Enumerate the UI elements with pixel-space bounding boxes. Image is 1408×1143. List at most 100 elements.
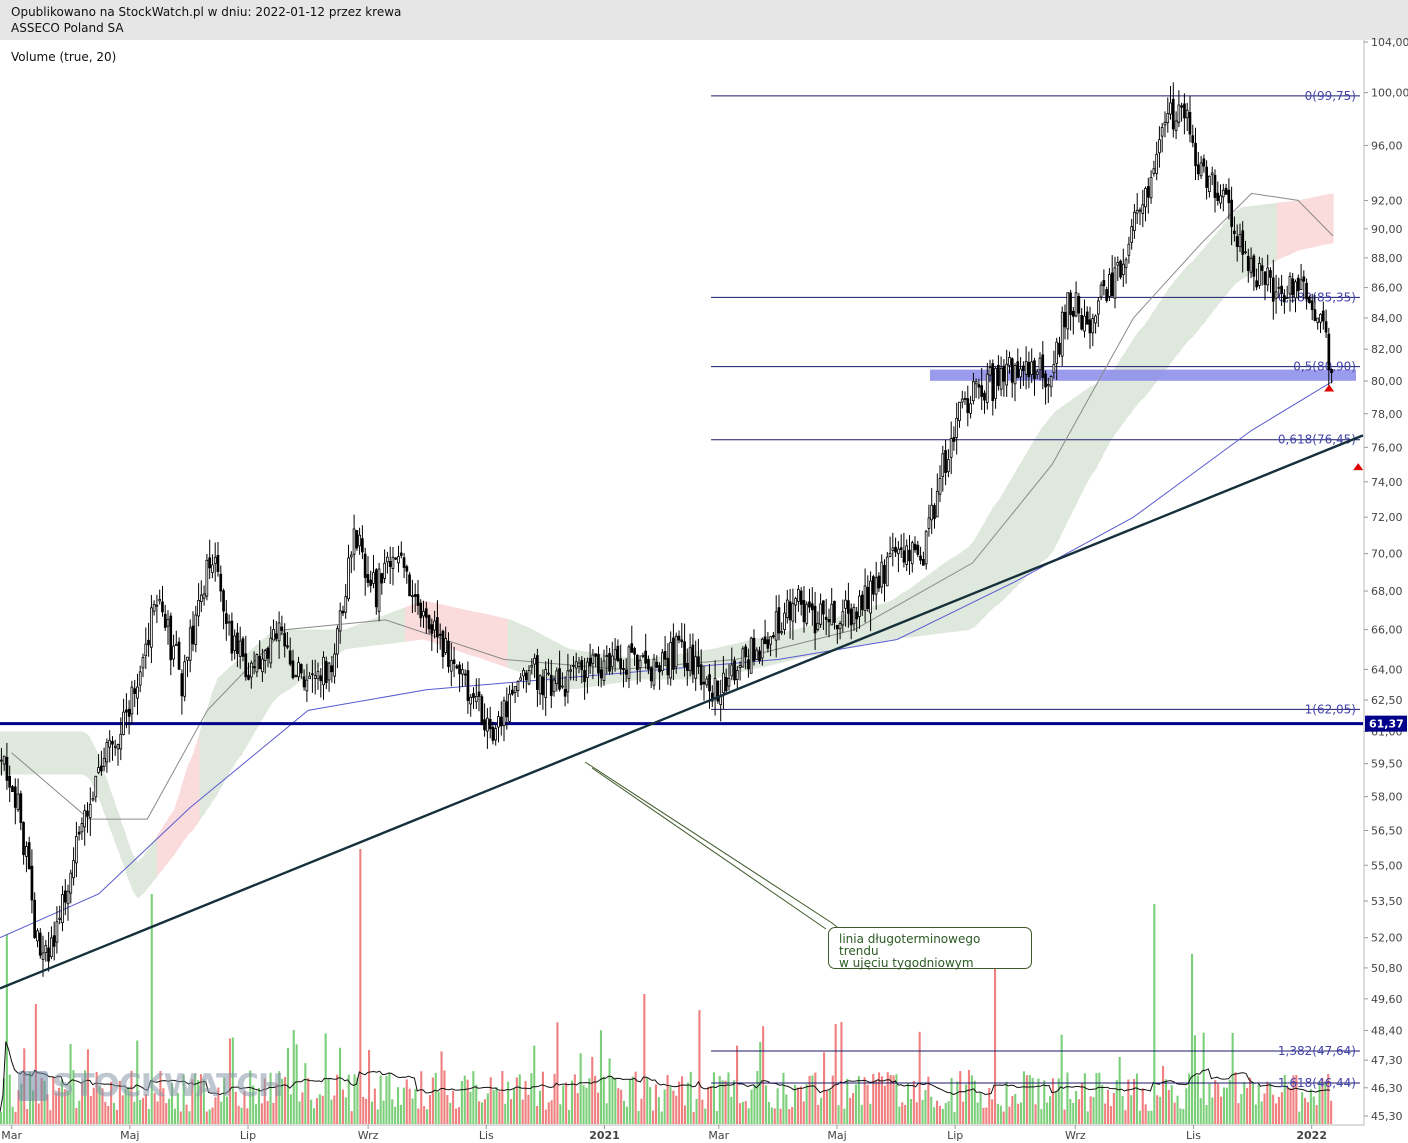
candle-body: [994, 367, 997, 399]
candle: [158, 589, 161, 605]
candle-body: [1027, 361, 1031, 378]
candle: [360, 525, 364, 560]
candle: [177, 637, 181, 671]
volume-bar: [440, 1051, 443, 1124]
fibonacci-label: 0,382(85,35): [1278, 290, 1356, 304]
candle-body: [1246, 255, 1250, 271]
candle: [1163, 111, 1167, 138]
volume-bar: [747, 1108, 750, 1124]
volume-bar: [544, 1109, 547, 1124]
candle-body: [152, 604, 156, 612]
candle-body: [955, 417, 959, 438]
candle-body: [1085, 311, 1089, 325]
volume-bar: [1286, 1087, 1289, 1124]
candle: [636, 654, 639, 685]
cloud-segment: [1108, 368, 1115, 445]
candle-body: [485, 717, 489, 732]
candle-body: [510, 689, 514, 695]
cloud-segment: [507, 618, 515, 670]
candle: [1063, 304, 1067, 340]
candle-body: [1160, 127, 1164, 137]
candle-body: [749, 637, 753, 674]
volume-bar: [936, 1100, 939, 1124]
volume-bar: [428, 1095, 431, 1124]
fibonacci-label: 1(62,05): [1305, 702, 1356, 716]
candle-body: [294, 675, 298, 678]
markers: [1324, 384, 1364, 471]
candle-body: [505, 701, 509, 718]
candle: [211, 554, 214, 579]
candle-body: [1283, 295, 1286, 303]
volume-bar: [255, 1104, 258, 1124]
candle-body: [738, 665, 742, 668]
candle-body: [1113, 267, 1117, 299]
volume-bar: [1040, 1109, 1043, 1124]
volume-bar: [817, 1104, 820, 1124]
candle: [474, 678, 478, 710]
volume-bar: [698, 1010, 701, 1124]
candle-body: [544, 669, 548, 698]
candle: [935, 473, 939, 518]
candle-body: [1108, 274, 1111, 297]
cloud-segment: [1325, 193, 1334, 245]
candle: [449, 642, 453, 687]
volume-bar: [1167, 1089, 1170, 1124]
candle: [113, 739, 117, 756]
candle: [1060, 306, 1064, 366]
candle-body: [0, 759, 3, 762]
volume-bar: [1098, 1072, 1101, 1124]
candle-body: [75, 836, 78, 864]
volume-bar: [1060, 1034, 1063, 1124]
candle-body: [747, 659, 750, 670]
candle-body: [113, 745, 117, 748]
volume-bar: [31, 1090, 34, 1124]
candle: [1005, 349, 1009, 397]
candle-body: [416, 594, 420, 606]
candle: [505, 687, 509, 730]
candle: [513, 686, 517, 703]
y-tick-label: 80,00: [1371, 375, 1403, 388]
candle-body: [949, 438, 953, 458]
candle: [833, 600, 836, 630]
volume-bar: [150, 894, 153, 1124]
volume-bar: [298, 1101, 301, 1124]
candle-body: [341, 610, 345, 614]
cloud-segment: [242, 652, 249, 754]
candle: [27, 836, 31, 870]
candle-body: [899, 547, 903, 551]
candle: [1094, 314, 1097, 334]
candle-body: [688, 647, 692, 672]
candle: [749, 636, 753, 674]
volume-bar: [634, 1071, 637, 1124]
volume-bar: [553, 1073, 556, 1124]
cloud-segment: [344, 627, 352, 650]
candle: [394, 557, 398, 561]
volume-bar: [344, 1097, 347, 1124]
candle: [172, 634, 175, 667]
volume-bar: [1188, 1073, 1191, 1124]
candle: [458, 661, 461, 692]
volume-bar: [124, 1088, 127, 1124]
volume-bar: [657, 1097, 660, 1124]
volume-bar: [1118, 1056, 1121, 1124]
cloud-segment: [883, 601, 890, 642]
candle: [880, 554, 884, 594]
candle: [338, 602, 342, 644]
candle-body: [810, 603, 814, 611]
candle-body: [1127, 243, 1131, 256]
candle-body: [897, 548, 900, 555]
candle: [1252, 253, 1256, 291]
candle-body: [699, 664, 703, 686]
candle-body: [219, 573, 223, 592]
volume-bar: [991, 1099, 994, 1124]
candle: [122, 698, 125, 736]
volume-bar: [608, 1058, 611, 1124]
candle-body: [163, 613, 167, 628]
candle-body: [211, 564, 214, 573]
candle-body: [958, 401, 961, 421]
candle: [5, 742, 9, 790]
candle: [694, 640, 698, 691]
candle: [683, 623, 686, 677]
volume-bar: [857, 1076, 860, 1124]
